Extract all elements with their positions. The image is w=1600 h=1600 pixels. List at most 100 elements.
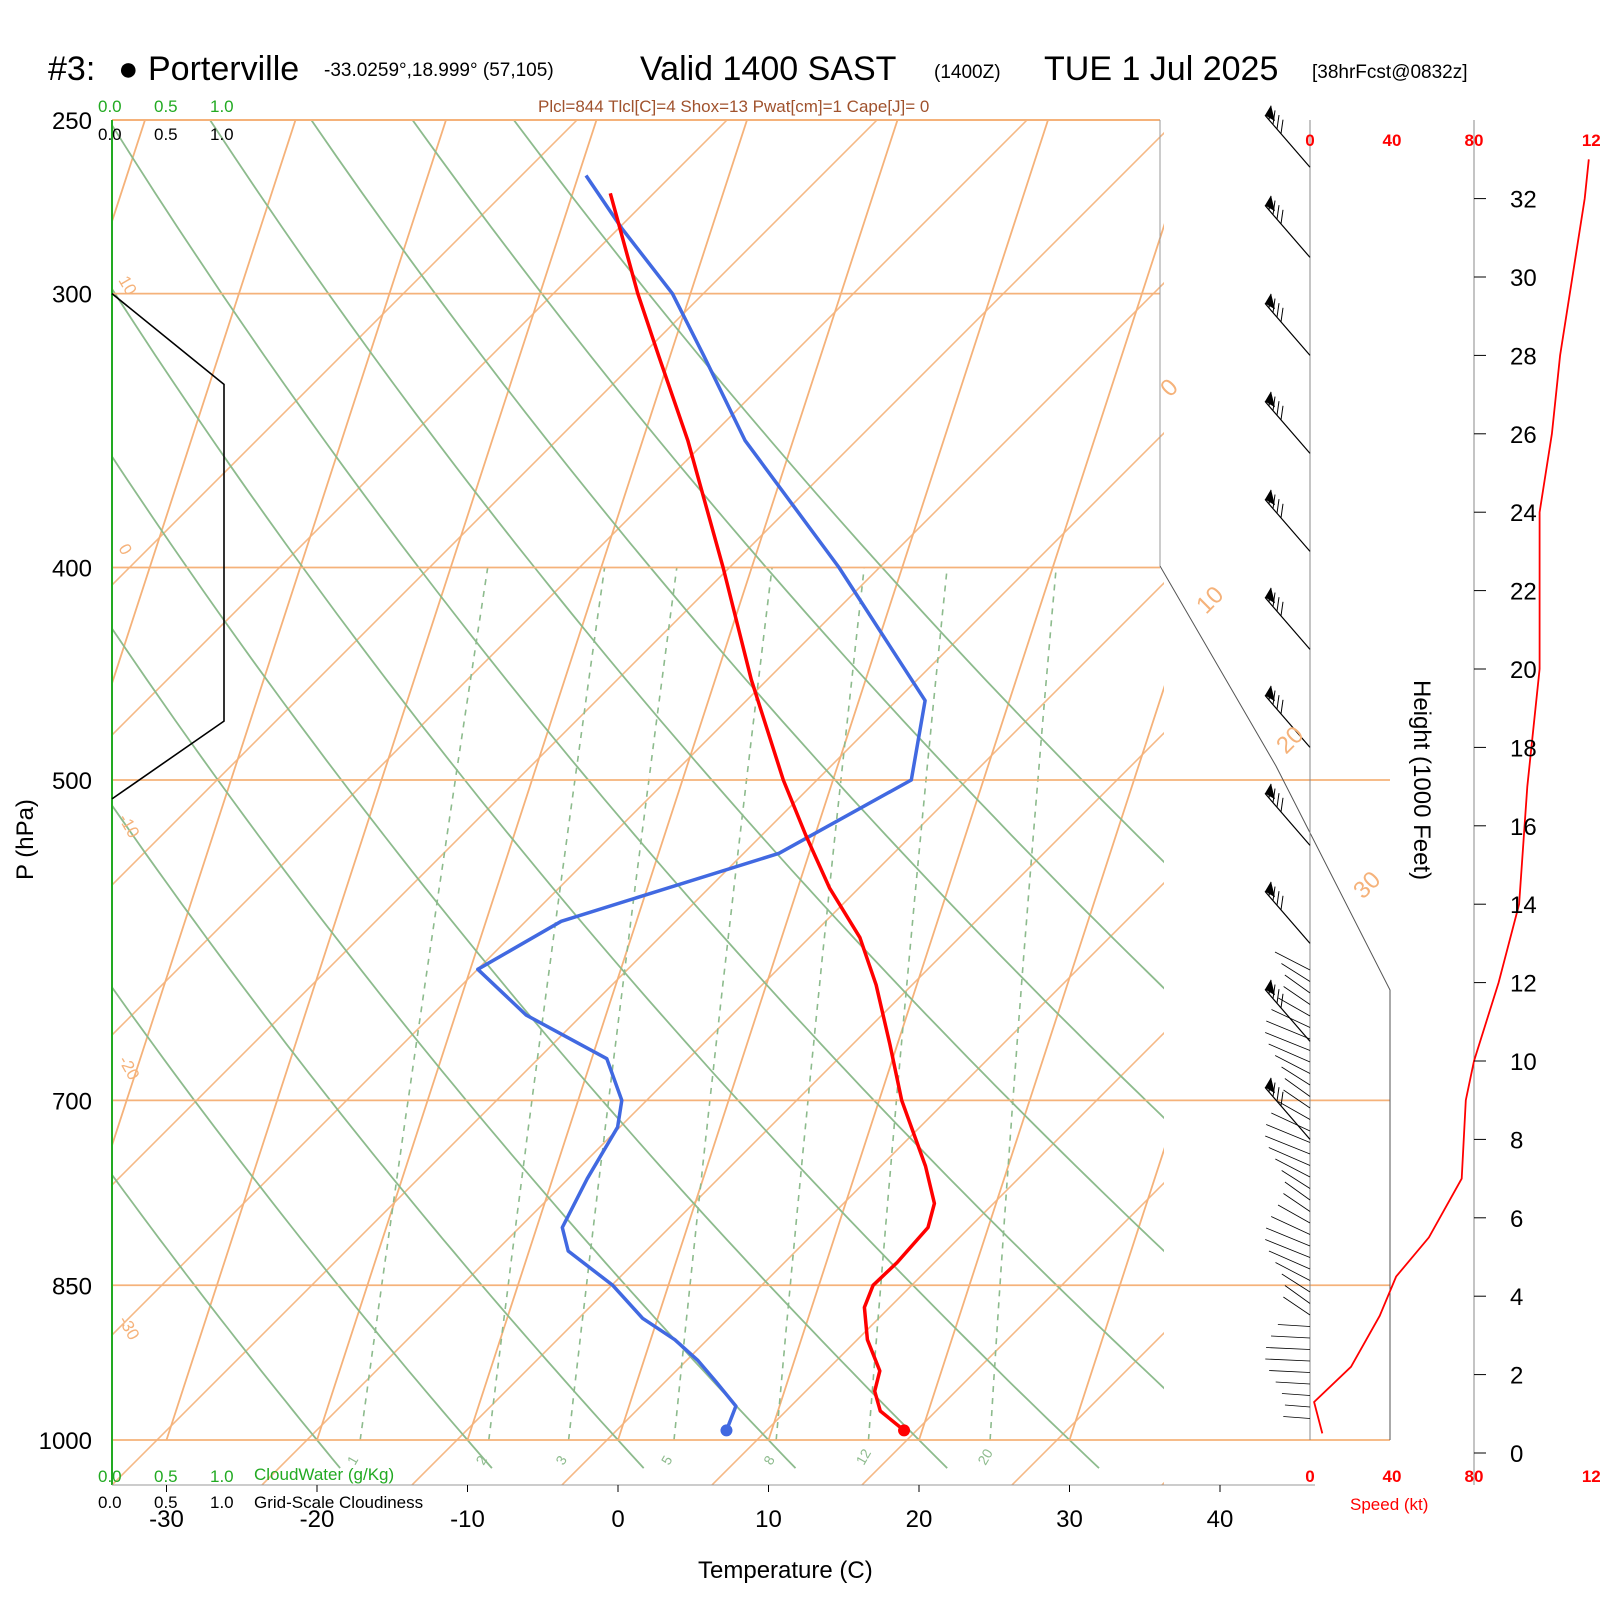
cloudwater-label: CloudWater (g/Kg)	[254, 1465, 394, 1484]
height-tick-label: 22	[1510, 579, 1537, 606]
temperature-tick-label: 40	[1207, 1506, 1234, 1533]
wind-barb-feather	[1272, 984, 1276, 999]
dry-adiabat-line	[112, 454, 948, 1469]
wind-barb-staff	[1275, 1158, 1311, 1178]
wind-barb	[1264, 391, 1311, 454]
dry-adiabat-line	[112, 985, 493, 1469]
wind-barb-staff	[1264, 1087, 1311, 1140]
wind-barb-staff	[1265, 1239, 1311, 1258]
cloudiness-profile	[111, 292, 225, 800]
isotherm-left-label: 0	[115, 541, 136, 559]
pressure-tick-label: 500	[52, 768, 92, 795]
wind-barb-staff	[1277, 1101, 1311, 1120]
wind-barb-feather	[1280, 307, 1284, 322]
cloud-top-green-1: 0.5	[154, 97, 178, 116]
height-tick-label: 28	[1510, 343, 1537, 370]
cloudiness-label: Grid-Scale Cloudiness	[254, 1493, 423, 1512]
wind-barb-staff	[1266, 1347, 1311, 1350]
theta-line	[1161, 1481, 1164, 1485]
cloud-top-black-0: 0.0	[98, 125, 122, 144]
theta-line	[1011, 1331, 1164, 1485]
cloud-bottom-green-2: 1.0	[210, 1467, 234, 1486]
wind-barb-staff	[1264, 114, 1311, 168]
dry-adiabat-line	[112, 803, 645, 1469]
mixing-ratio-label: 3	[552, 1453, 570, 1468]
temperature-tick-label: 0	[611, 1506, 624, 1533]
wind-barb	[1264, 195, 1311, 258]
wind-barb-feather	[1280, 797, 1284, 812]
wind-barb-feather	[1276, 205, 1280, 220]
height-tick-label: 24	[1510, 500, 1537, 527]
cloud-scale-bottom: 0.0 0.5 1.0 CloudWater (g/Kg) 0.0 0.5 1.…	[98, 1465, 423, 1512]
isotherm-right-label: 20	[1271, 721, 1309, 759]
wind-barb-feather	[1276, 891, 1280, 906]
wind-barb-staff	[1268, 1250, 1311, 1270]
wind-barb-staff	[1265, 1227, 1311, 1247]
height-tick-label: 18	[1510, 735, 1537, 762]
height-tick-label: 4	[1510, 1284, 1523, 1311]
wind-barb-feather	[1280, 699, 1284, 714]
height-tick-label: 10	[1510, 1049, 1537, 1076]
theta-line	[112, 431, 1164, 1485]
wind-barb-staff	[1265, 1135, 1311, 1155]
theta-line	[112, 120, 1029, 1037]
wind-barb-staff	[1281, 1170, 1311, 1189]
pressure-tick-label: 250	[52, 108, 92, 135]
wind-barb-staff	[1277, 1204, 1311, 1224]
wind-barb	[1264, 685, 1311, 748]
wind-barb-staff	[1264, 793, 1311, 846]
wind-barb-feather	[1276, 695, 1280, 710]
temperature-tick-label: 30	[1056, 1506, 1083, 1533]
wind-barb-staff	[1264, 695, 1311, 748]
wind-barb-feather	[1276, 499, 1280, 514]
height-tick-label: 30	[1510, 265, 1537, 292]
isotherm-line	[112, 120, 297, 687]
mixing-ratio-label: 20	[974, 1446, 996, 1468]
cloud-top-black-2: 1.0	[210, 125, 234, 144]
wind-barb-staff	[1268, 1147, 1311, 1166]
cloud-bottom-green-0: 0.0	[98, 1467, 122, 1486]
wind-barb-staff	[1264, 303, 1311, 356]
temperature-tick-label: -30	[149, 1506, 184, 1533]
mixing-ratio-label: 5	[658, 1453, 676, 1468]
height-tick-label: 14	[1510, 892, 1537, 919]
wind-barb-feather	[1268, 293, 1272, 309]
mixing-ratio-line	[359, 567, 489, 1441]
dry-adiabat-line	[112, 1173, 341, 1469]
pressure-axis: 250 300 400 500 700 850 1000	[39, 108, 92, 1455]
pressure-tick-label: 700	[52, 1088, 92, 1115]
cloud-top-green-2: 1.0	[210, 97, 234, 116]
wind-barb-feather	[1276, 401, 1280, 416]
speed-bottom-label: 0	[1305, 1467, 1314, 1486]
temperature-trace	[608, 192, 937, 1432]
wind-barb-feather	[1272, 592, 1276, 607]
dry-adiabat-line	[411, 120, 1164, 990]
cloud-scale-top: 0.0 0.5 1.0 0.0 0.5 1.0	[98, 97, 234, 144]
wind-barb	[1264, 979, 1311, 1042]
wind-barb-staff	[1275, 1262, 1311, 1281]
theta-line	[112, 120, 579, 587]
theta-line	[1312, 85, 1600, 1485]
wind-barb-feather	[1272, 298, 1276, 313]
wind-barb-staff	[1283, 1089, 1311, 1109]
wind-barb-feather	[1280, 405, 1284, 420]
wind-barb	[1264, 881, 1311, 944]
height-tick-label: 20	[1510, 657, 1537, 684]
wind-barb-feather	[1272, 200, 1276, 215]
speed-bottom-label: 40	[1383, 1467, 1402, 1486]
station-id: #3:	[48, 50, 95, 88]
temperature-tick-label: 20	[906, 1506, 933, 1533]
wind-barb-feather	[1280, 601, 1284, 616]
wind-barb-feather	[1268, 881, 1272, 897]
wind-barb-feather	[1272, 494, 1276, 509]
wind-barb-feather	[1268, 979, 1272, 995]
height-axis-title: Height (1000 Feet)	[1408, 680, 1435, 880]
wind-barb-staff	[1265, 1032, 1311, 1051]
wind-barb-feather	[1276, 1087, 1280, 1102]
wind-barb-feather	[1272, 396, 1276, 411]
height-tick-label: 16	[1510, 814, 1537, 841]
wind-barb-feather	[1280, 895, 1284, 910]
wind-barb-feather	[1276, 793, 1280, 808]
wind-barb-feather	[1272, 690, 1276, 705]
